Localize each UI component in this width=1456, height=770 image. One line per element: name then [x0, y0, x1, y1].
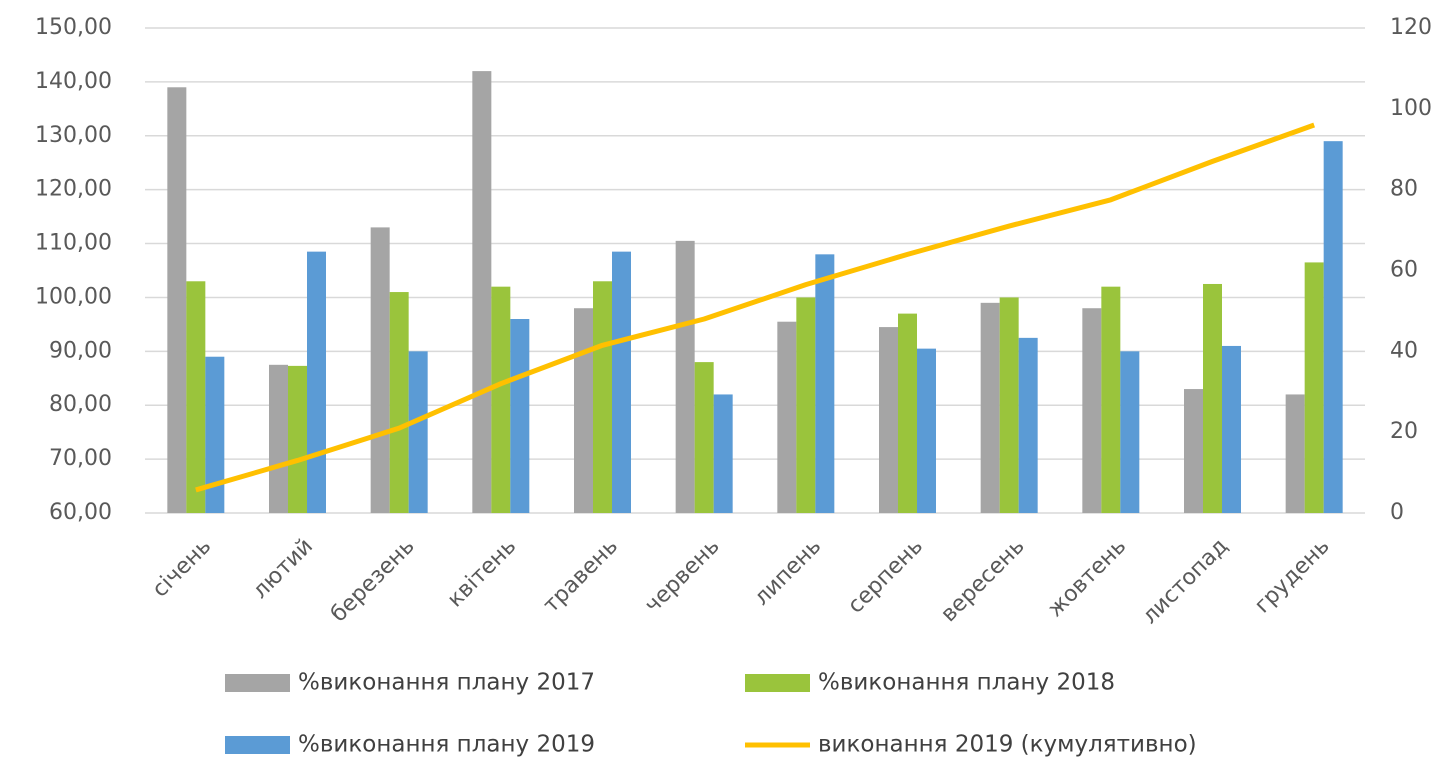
bar — [307, 251, 326, 513]
y-tick-label: 80,00 — [49, 392, 112, 417]
bar — [1120, 351, 1140, 513]
bar — [472, 71, 492, 513]
bar — [491, 286, 511, 513]
bar — [1323, 141, 1343, 513]
y-tick-label: 100,00 — [35, 284, 112, 309]
x-tick-label: травень — [539, 534, 623, 618]
y-tick-label: 60,00 — [49, 500, 112, 525]
bar — [980, 302, 1000, 513]
y-tick-label: 130,00 — [35, 123, 112, 148]
bar — [1082, 308, 1102, 513]
bar — [694, 362, 714, 513]
y2-tick-label: 60 — [1390, 258, 1418, 283]
x-tick-label: червень — [640, 534, 724, 618]
legend-label: %виконання плану 2017 — [298, 670, 595, 696]
bar — [675, 240, 695, 513]
legend-swatch — [745, 674, 810, 692]
y2-tick-label: 0 — [1390, 500, 1404, 525]
bar — [917, 348, 936, 513]
legend-swatch — [225, 674, 290, 692]
y2-tick-label: 80 — [1390, 177, 1418, 202]
bar — [1101, 286, 1121, 513]
bar — [1222, 345, 1241, 513]
bar — [186, 281, 206, 513]
y2-tick-label: 20 — [1390, 419, 1418, 444]
bar — [574, 308, 593, 513]
bar — [288, 365, 307, 513]
bar — [815, 254, 835, 514]
bar — [167, 87, 187, 514]
x-tick-label: лютий — [248, 534, 318, 604]
bar — [1203, 283, 1222, 513]
bar — [408, 351, 428, 513]
legend-label: виконання 2019 (кумулятивно) — [818, 732, 1197, 758]
x-tick-label: серпень — [843, 534, 928, 619]
x-tick-label: січень — [148, 534, 217, 603]
x-tick-label: листопад — [1138, 534, 1233, 629]
x-tick-label: липень — [749, 534, 826, 611]
bar — [612, 251, 631, 513]
bar — [1184, 389, 1203, 513]
bar — [510, 319, 530, 513]
bar — [1285, 394, 1305, 513]
x-tick-label: вересень — [936, 534, 1029, 627]
x-tick-label: грудень — [1250, 534, 1335, 619]
bar — [1018, 337, 1038, 513]
y-tick-label: 70,00 — [49, 446, 112, 471]
bar — [796, 297, 816, 513]
bar — [879, 327, 898, 513]
legend-label: %виконання плану 2018 — [818, 670, 1115, 696]
bar — [593, 281, 612, 513]
bar — [389, 292, 409, 513]
legend-label: %виконання плану 2019 — [298, 732, 595, 758]
bar — [1304, 262, 1324, 513]
y2-tick-label: 40 — [1390, 338, 1418, 363]
bar — [269, 364, 288, 513]
y-tick-label: 110,00 — [35, 231, 112, 256]
y-tick-label: 140,00 — [35, 69, 112, 94]
y-tick-label: 90,00 — [49, 338, 112, 363]
bar — [777, 321, 797, 513]
bar — [713, 394, 733, 513]
bar — [999, 297, 1019, 513]
x-tick-label: жовтень — [1043, 534, 1131, 622]
x-tick-label: квітень — [443, 534, 522, 613]
legend-swatch — [225, 736, 290, 754]
bar — [370, 227, 390, 513]
y2-tick-label: 120 — [1390, 15, 1432, 40]
y-tick-label: 150,00 — [35, 15, 112, 40]
bar — [898, 313, 917, 513]
x-tick-label: березень — [326, 534, 419, 627]
bar — [205, 356, 225, 513]
y-tick-label: 120,00 — [35, 177, 112, 202]
y2-tick-label: 100 — [1390, 96, 1432, 121]
line — [195, 122, 1316, 493]
